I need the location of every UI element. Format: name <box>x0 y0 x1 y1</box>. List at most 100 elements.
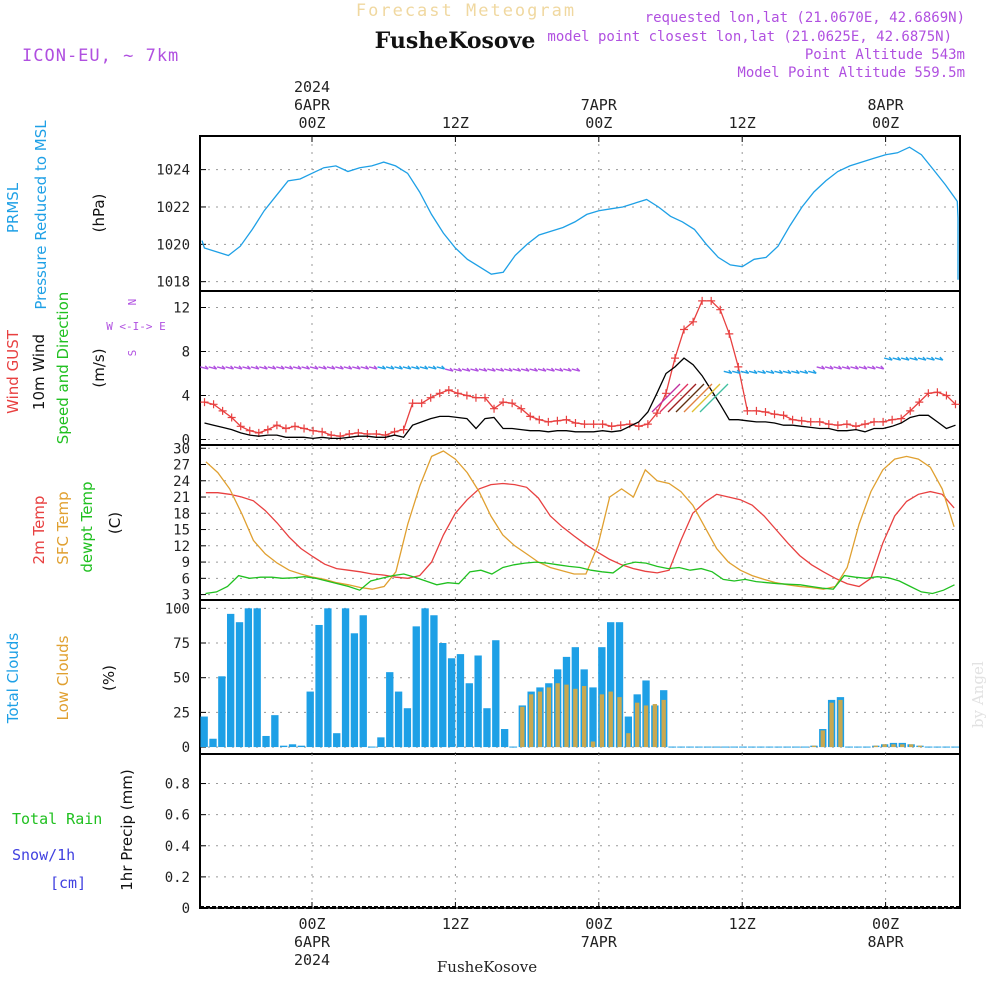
ytick-label: 27 <box>173 458 190 474</box>
panels-layer: 20246APR00Z12Z7APR00Z12Z8APR00Z12Z00Z6AP… <box>4 78 961 969</box>
total-cloud-bar <box>280 745 288 748</box>
top-time-label: 00Z <box>585 114 612 132</box>
bottom-time-label: 00Z <box>298 915 325 933</box>
bottom-time-label: 6APR <box>294 933 331 951</box>
gust-marker <box>291 422 299 431</box>
wind-arrow <box>546 367 555 372</box>
top-time-label: 6APR <box>294 96 331 114</box>
gust-marker <box>508 399 517 408</box>
wind-arrow <box>917 356 927 361</box>
gust-marker <box>200 398 209 407</box>
gust-marker <box>743 406 752 415</box>
panel-frame-2 <box>199 444 961 601</box>
gust-marker <box>435 389 444 398</box>
wind-arrow <box>208 365 218 370</box>
gust-marker <box>553 416 562 425</box>
wind-unit: (m/s) <box>90 348 108 387</box>
total-cloud-bar <box>288 744 297 748</box>
wind-arrow <box>867 365 876 370</box>
wind-arrow <box>520 367 530 372</box>
gust-marker <box>616 421 625 430</box>
wind-arrow-diag <box>659 383 689 413</box>
wind-arrow <box>200 365 209 370</box>
low-cloud-bar <box>873 745 878 748</box>
wind-arrow <box>816 365 826 370</box>
ytick-label: 18 <box>173 506 190 522</box>
gust-marker <box>589 420 598 429</box>
total-cloud-bar <box>315 624 323 748</box>
temp2m-line <box>205 482 955 588</box>
gust-marker <box>888 415 897 424</box>
gust-marker <box>526 412 535 421</box>
wind-arrow-diag <box>667 383 697 413</box>
wind-arrow-diag <box>651 383 681 413</box>
total-cloud-bar <box>456 654 465 748</box>
pressure-label-2: Pressure Reduced to MSL <box>32 120 50 310</box>
wind-arrow <box>444 367 454 372</box>
total-cloud-bar <box>412 626 420 748</box>
wind-arrow <box>934 356 944 361</box>
gust-marker <box>933 388 942 397</box>
wind-arrow <box>748 369 758 374</box>
total-cloud-bar <box>624 716 633 748</box>
wind-arrow <box>791 369 800 374</box>
bottom-time-label: 00Z <box>585 915 612 933</box>
station-title: FusheKosove <box>375 28 536 54</box>
panel-frame-3 <box>199 599 961 755</box>
wind-arrow <box>352 365 361 370</box>
bottom-time-label: 12Z <box>729 915 756 933</box>
gust-marker <box>318 427 327 436</box>
wind-arrow <box>470 367 479 372</box>
wind-arrow <box>732 369 741 374</box>
ytick-label: 12 <box>173 301 190 317</box>
precip-unit: 1hr Precip (mm) <box>118 769 136 890</box>
total-cloud-bar <box>394 691 403 748</box>
total-cloud-bar <box>333 733 341 748</box>
gust-marker <box>426 393 435 402</box>
requested-coords: requested lon,lat (21.0670E, 42.6869N) <box>645 10 965 26</box>
gust-marker <box>879 417 888 426</box>
wind-label: 10m Wind <box>30 334 48 410</box>
low-cloud-bar <box>900 744 905 748</box>
gust-marker <box>861 420 869 429</box>
top-time-label: 7APR <box>581 96 618 114</box>
gust-marker <box>824 420 833 429</box>
total-cloud-bar <box>218 676 226 748</box>
compass-south: S <box>126 350 139 357</box>
forecast-title: Forecast Meteogram <box>356 1 576 21</box>
total-cloud-bar <box>324 608 332 748</box>
wind-arrow <box>571 367 581 372</box>
total-cloud-bar <box>271 715 279 748</box>
gust-marker <box>490 404 499 413</box>
gust-marker <box>499 398 508 407</box>
low-cloud-bar <box>599 694 605 748</box>
gust-marker <box>906 406 915 415</box>
gust-marker <box>607 422 616 431</box>
gust-marker <box>779 411 788 420</box>
wind-arrow <box>267 365 277 370</box>
ytick-label: 30 <box>173 441 190 457</box>
total-cloud-bar <box>430 615 438 748</box>
low-cloud-bar <box>555 683 560 748</box>
ytick-label: 8 <box>182 345 190 361</box>
total-cloud-bar <box>200 716 208 748</box>
total-cloud-bar <box>262 735 270 748</box>
low-cloud-label: Low Clouds <box>54 635 72 720</box>
wind-arrow <box>774 369 783 374</box>
gust-marker <box>870 417 879 426</box>
gust-marker <box>815 417 824 426</box>
ytick-label: 12 <box>173 539 190 555</box>
wind-arrow <box>495 367 505 372</box>
gust-marker <box>689 317 698 326</box>
wind-arrow <box>368 365 378 370</box>
gust-marker <box>915 398 924 407</box>
ytick-label: 25 <box>173 705 190 721</box>
gust-marker <box>652 409 661 418</box>
gust-marker <box>951 400 960 409</box>
total-cloud-bar <box>447 658 456 748</box>
wind-arrow <box>436 365 446 370</box>
low-cloud-bar <box>546 687 551 748</box>
top-time-label: 00Z <box>872 114 899 132</box>
gust-marker <box>399 425 408 434</box>
